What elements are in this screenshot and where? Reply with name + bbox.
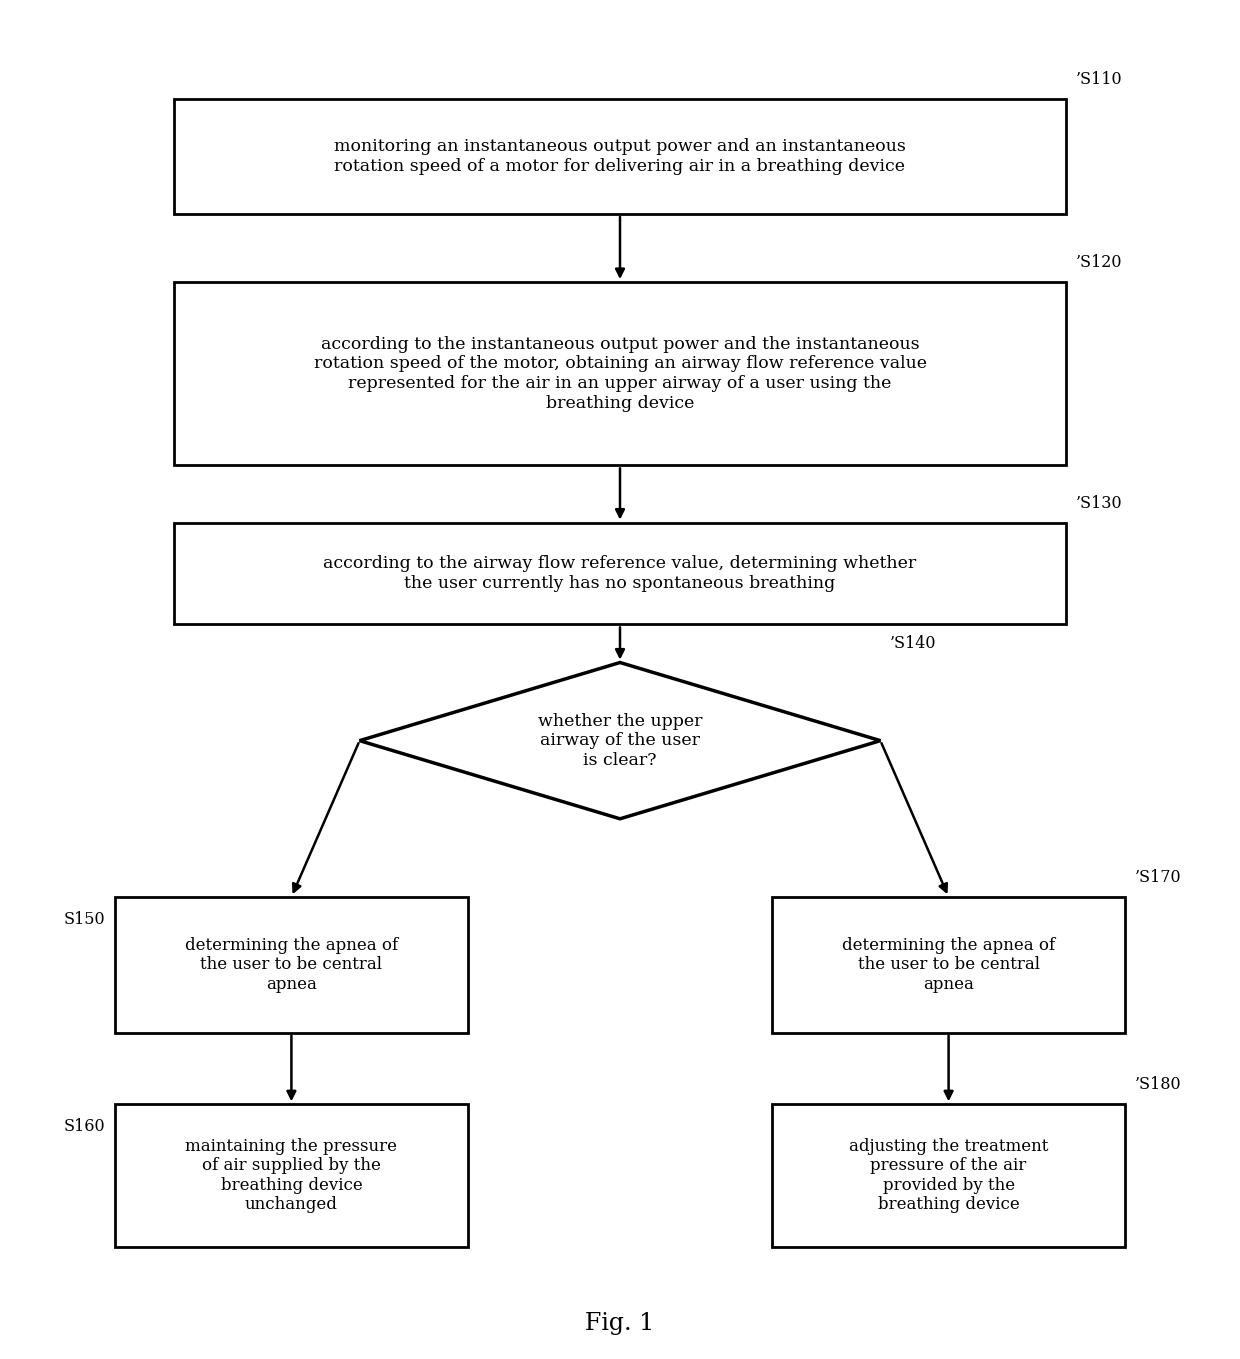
Text: maintaining the pressure
of air supplied by the
breathing device
unchanged: maintaining the pressure of air supplied… — [186, 1137, 397, 1214]
FancyBboxPatch shape — [174, 523, 1066, 625]
Text: ’S110: ’S110 — [1076, 71, 1123, 87]
Text: whether the upper
airway of the user
is clear?: whether the upper airway of the user is … — [538, 712, 702, 769]
Text: ’S120: ’S120 — [1076, 254, 1123, 272]
FancyBboxPatch shape — [114, 1104, 467, 1248]
Text: according to the instantaneous output power and the instantaneous
rotation speed: according to the instantaneous output po… — [314, 336, 926, 412]
Text: adjusting the treatment
pressure of the air
provided by the
breathing device: adjusting the treatment pressure of the … — [849, 1137, 1048, 1214]
FancyBboxPatch shape — [174, 98, 1066, 213]
Text: ’S180: ’S180 — [1136, 1076, 1182, 1093]
Text: according to the airway flow reference value, determining whether
the user curre: according to the airway flow reference v… — [324, 556, 916, 591]
Text: S150: S150 — [63, 911, 104, 928]
FancyBboxPatch shape — [771, 897, 1126, 1033]
FancyBboxPatch shape — [174, 283, 1066, 465]
Text: determining the apnea of
the user to be central
apnea: determining the apnea of the user to be … — [185, 936, 398, 993]
Text: Fig. 1: Fig. 1 — [585, 1313, 655, 1335]
Polygon shape — [360, 662, 880, 818]
FancyBboxPatch shape — [114, 897, 467, 1033]
Text: determining the apnea of
the user to be central
apnea: determining the apnea of the user to be … — [842, 936, 1055, 993]
FancyBboxPatch shape — [771, 1104, 1126, 1248]
Text: ’S170: ’S170 — [1136, 868, 1182, 886]
Text: monitoring an instantaneous output power and an instantaneous
rotation speed of : monitoring an instantaneous output power… — [334, 139, 906, 174]
Text: S160: S160 — [63, 1118, 104, 1136]
Text: ’S140: ’S140 — [890, 635, 937, 651]
Text: ’S130: ’S130 — [1076, 495, 1123, 512]
